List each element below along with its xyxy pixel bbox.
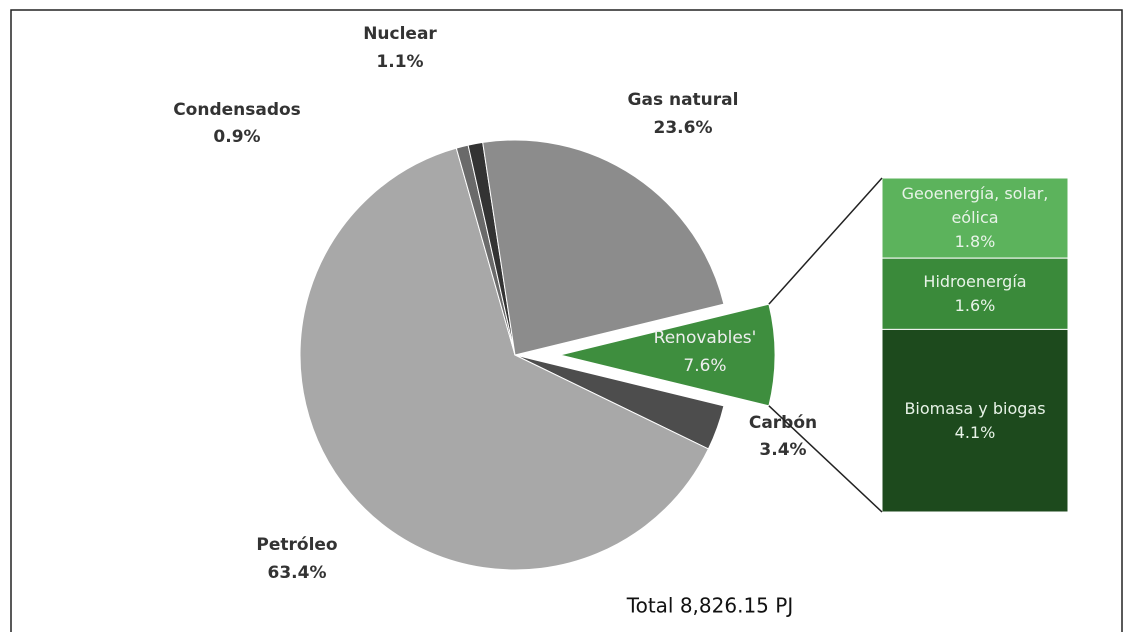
breakdown-label-box: Geoenergía, solar, eólica 1.8%: [888, 178, 1062, 258]
breakdown-value-label: 1.6%: [954, 295, 996, 315]
breakdown-label: Geoenergía, solar, eólica: [901, 184, 1049, 228]
slice-label: Petróleo: [256, 535, 337, 555]
slice-value-label: 63.4%: [268, 563, 327, 583]
connector: [768, 177, 883, 305]
slice-label: Carbón: [749, 413, 817, 433]
slice-label: Gas natural: [628, 90, 739, 110]
breakdown-bar: [881, 328, 1069, 513]
breakdown-value-label: 1.8%: [954, 232, 996, 252]
slice-value-label: 1.1%: [376, 52, 423, 72]
slice-value-label: 3.4%: [759, 440, 806, 460]
slice-value-label: 23.6%: [654, 118, 713, 138]
breakdown-value-label: 4.1%: [954, 422, 996, 442]
pie-slice: [559, 303, 776, 407]
breakdown-label: Biomasa y biogas: [904, 398, 1046, 418]
slice-label: Condensados: [173, 100, 301, 120]
breakdown-label-wrap: Biomasa y biogas 4.1%: [888, 329, 1062, 512]
breakdown-label-box: Hidroenergía 1.6%: [888, 258, 1062, 329]
slice-value-label: 0.9%: [213, 127, 260, 147]
breakdown-label-box: Biomasa y biogas 4.1%: [888, 329, 1062, 512]
slice-value-label: 7.6%: [683, 356, 726, 376]
breakdown-label-wrap: Hidroenergía 1.6%: [888, 258, 1062, 329]
slice-label: Renovables': [654, 328, 757, 348]
pie-slice: [482, 139, 725, 356]
breakdown-bar: [881, 177, 1069, 259]
total-annotation: Total 8,826.15 PJ: [626, 594, 793, 618]
connector: [768, 405, 883, 513]
slice-label: Nuclear: [363, 24, 437, 44]
breakdown-bar: [881, 257, 1069, 330]
pie-slice: [299, 147, 710, 571]
breakdown-label: Hidroenergía: [923, 271, 1027, 291]
breakdown-label-wrap: Geoenergía, solar, eólica 1.8%: [888, 178, 1062, 258]
